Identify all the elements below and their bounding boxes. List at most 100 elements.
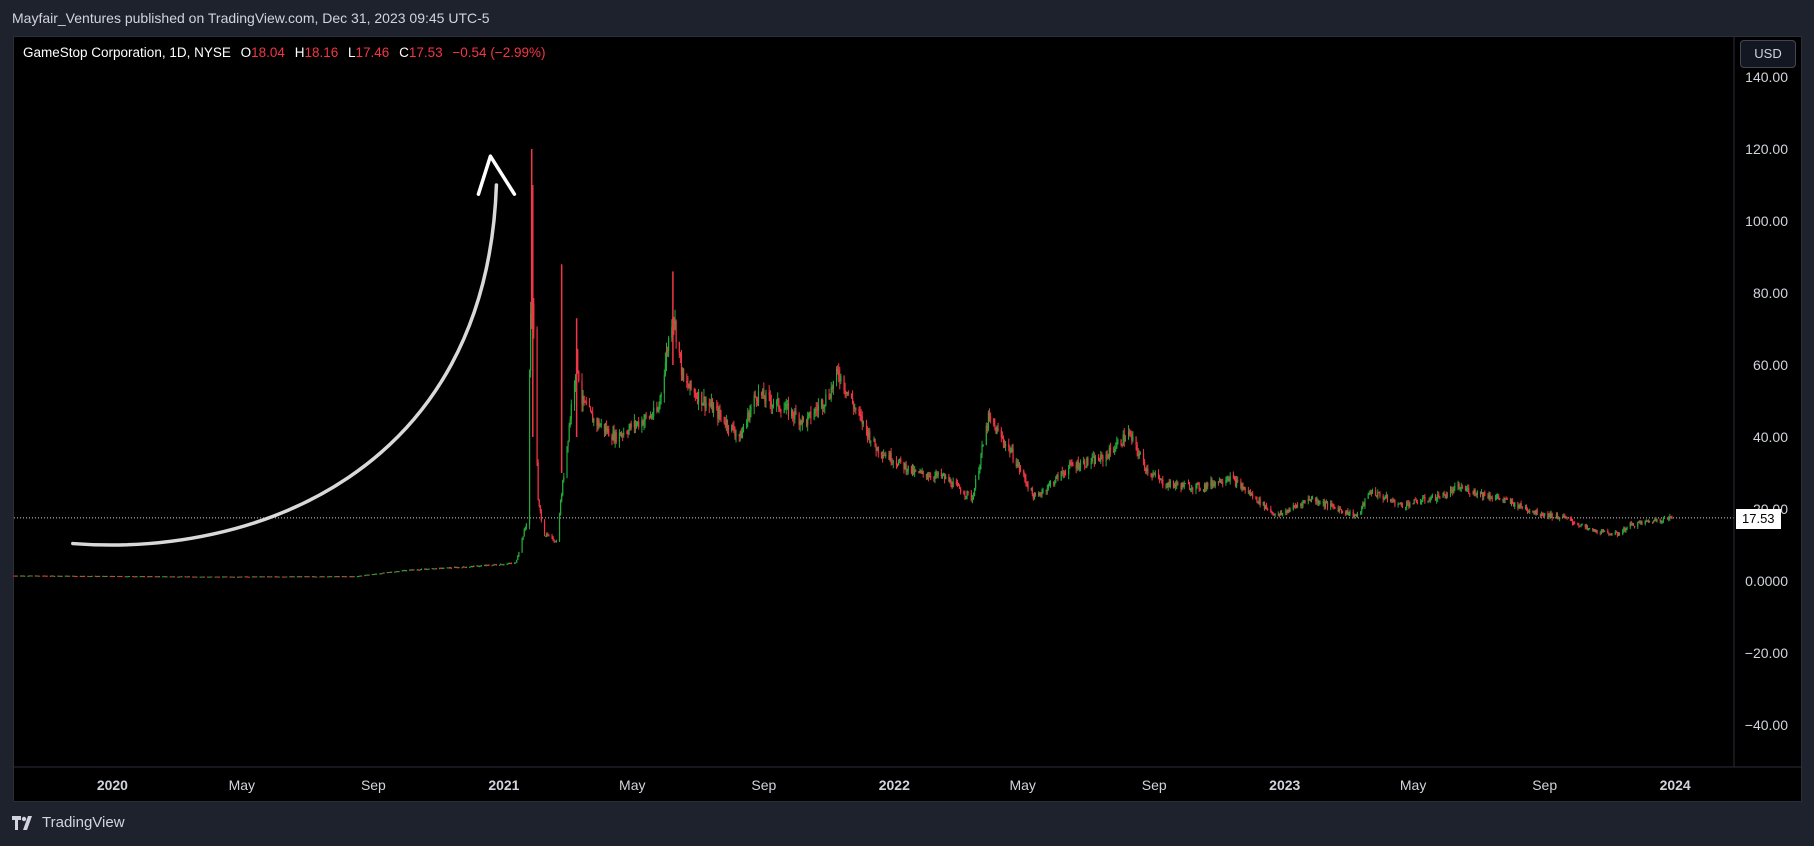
candle-body [1129, 431, 1131, 434]
candle-body [210, 576, 212, 578]
candle-body [1517, 502, 1519, 509]
candle-body [269, 576, 271, 578]
candle-body [1409, 503, 1411, 507]
candle-body [873, 438, 875, 441]
candle-body [810, 411, 812, 419]
candle-body [1213, 483, 1215, 486]
candle-body [366, 574, 368, 576]
candle-body [997, 428, 999, 431]
candle-body [118, 576, 120, 578]
candle-body [1130, 433, 1132, 435]
candle-body [1345, 511, 1347, 515]
candle-body [1120, 440, 1122, 445]
candle-body [793, 416, 795, 419]
candle-body [1601, 530, 1604, 532]
candle-body [331, 576, 333, 578]
candle-body [703, 396, 705, 404]
candle-body [1056, 474, 1058, 477]
candle-body [224, 576, 226, 578]
candle-body [491, 565, 493, 567]
candle-body [1308, 498, 1310, 500]
candle-body [1101, 454, 1103, 457]
candle-body [608, 428, 610, 437]
candle-body [238, 576, 240, 578]
candle-body [1524, 507, 1527, 509]
candle-body [664, 362, 667, 376]
candle-body [270, 576, 272, 578]
candle-body [1212, 483, 1214, 486]
candle-body [1197, 483, 1199, 485]
candle-body [1042, 490, 1044, 493]
candle-body [584, 401, 586, 403]
candle-body [786, 403, 788, 405]
candle-body [282, 576, 285, 578]
candle-body [1045, 490, 1047, 492]
candle-body [1282, 513, 1284, 515]
candle-body [443, 567, 445, 569]
candle-body [344, 576, 347, 578]
candle-body [1422, 498, 1424, 502]
candle-body [1188, 484, 1191, 490]
candle-body [1407, 502, 1409, 504]
candle-body [547, 533, 549, 536]
candle-body [843, 375, 845, 391]
candle-body [463, 566, 465, 568]
candle-body [1226, 480, 1228, 482]
candle-body [840, 375, 842, 382]
candle-body [828, 394, 830, 399]
candle-body [458, 567, 460, 569]
candle-body [798, 414, 800, 425]
candle-body [844, 390, 846, 392]
candle-body [861, 416, 863, 425]
candle-body [1242, 486, 1244, 490]
candle-body [1091, 457, 1093, 462]
candle-body [356, 576, 358, 578]
candle-body [1670, 516, 1672, 518]
candle-body [1232, 475, 1235, 478]
candle-body [65, 575, 68, 577]
candle-body [648, 416, 650, 418]
candle-body [337, 576, 339, 578]
candle-body [936, 472, 938, 476]
candle-body [278, 576, 280, 578]
candle-body [689, 380, 691, 389]
candle-body [1249, 491, 1252, 496]
x-tick-label: Sep [751, 777, 776, 793]
candle-body [1207, 482, 1209, 487]
candle-body [951, 485, 953, 488]
candle-body [816, 409, 818, 411]
candle-body [1660, 521, 1662, 523]
currency-button[interactable]: USD [1740, 40, 1796, 68]
candle-body [1398, 503, 1400, 505]
candle-body [1401, 505, 1404, 508]
candle-body [501, 564, 503, 566]
candle-body [1587, 528, 1590, 530]
candle-body [200, 576, 202, 578]
candle-body [1102, 456, 1104, 462]
candle-body [1354, 514, 1356, 516]
candle-body [1520, 503, 1522, 507]
candle-body [633, 421, 635, 428]
candle-body [1428, 500, 1430, 502]
candle-body [1093, 456, 1095, 464]
candle-body [875, 446, 877, 451]
candle-body [1588, 528, 1591, 530]
candle-body [301, 576, 303, 578]
candle-body [1363, 503, 1365, 506]
candle-body [645, 415, 647, 417]
candle-body [996, 428, 998, 434]
candle-body [1630, 522, 1632, 525]
candle-body [285, 576, 287, 578]
candle-body [1480, 492, 1483, 495]
candle-body [1556, 514, 1559, 518]
chart-frame[interactable] [13, 36, 1802, 802]
candle-body [187, 576, 189, 578]
candle-body [583, 395, 585, 402]
candle-body [1085, 466, 1087, 468]
candle-body [413, 569, 415, 571]
candle-body [132, 576, 134, 578]
footer-brand[interactable]: TradingView [12, 814, 125, 831]
candle-body [824, 404, 826, 407]
candle-body [126, 576, 128, 578]
